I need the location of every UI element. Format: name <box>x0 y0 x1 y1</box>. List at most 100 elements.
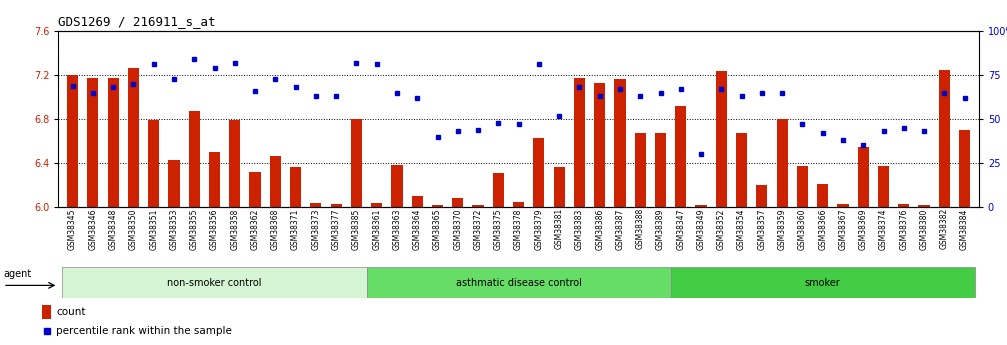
Text: non-smoker control: non-smoker control <box>167 278 262 288</box>
Text: GSM38366: GSM38366 <box>819 208 827 250</box>
Bar <box>230 120 241 207</box>
Bar <box>655 133 666 207</box>
Bar <box>492 173 504 207</box>
Bar <box>270 156 281 207</box>
Bar <box>108 78 119 207</box>
Text: GSM38359: GSM38359 <box>777 208 786 250</box>
Text: GSM38371: GSM38371 <box>291 208 300 249</box>
Text: GSM38349: GSM38349 <box>697 208 706 250</box>
Bar <box>452 198 463 207</box>
Text: GSM38353: GSM38353 <box>169 208 178 250</box>
Text: GSM38384: GSM38384 <box>960 208 969 249</box>
Text: GDS1269 / 216911_s_at: GDS1269 / 216911_s_at <box>58 16 215 29</box>
Bar <box>432 205 443 207</box>
Text: GSM38372: GSM38372 <box>473 208 482 249</box>
Text: GSM38387: GSM38387 <box>615 208 624 249</box>
Bar <box>959 130 970 207</box>
Bar <box>412 196 423 207</box>
Text: GSM38376: GSM38376 <box>899 208 908 250</box>
Bar <box>513 201 525 207</box>
Text: GSM38383: GSM38383 <box>575 208 584 249</box>
Text: GSM38357: GSM38357 <box>757 208 766 250</box>
Text: GSM38380: GSM38380 <box>919 208 928 249</box>
Text: GSM38354: GSM38354 <box>737 208 746 250</box>
Bar <box>736 133 747 207</box>
Bar <box>367 267 671 298</box>
Bar <box>62 267 367 298</box>
Bar <box>574 78 585 207</box>
Bar <box>168 160 179 207</box>
Bar <box>290 167 301 207</box>
Bar <box>42 305 50 319</box>
Bar <box>372 203 383 207</box>
Bar <box>148 120 159 207</box>
Bar <box>128 68 139 207</box>
Text: GSM38388: GSM38388 <box>635 208 644 249</box>
Text: GSM38377: GSM38377 <box>331 208 340 250</box>
Text: agent: agent <box>3 269 31 279</box>
Text: GSM38356: GSM38356 <box>210 208 219 250</box>
Text: GSM38365: GSM38365 <box>433 208 442 250</box>
Bar <box>939 70 950 207</box>
Bar <box>614 79 625 207</box>
Text: GSM38362: GSM38362 <box>251 208 260 249</box>
Bar <box>67 75 79 207</box>
Text: GSM38378: GSM38378 <box>515 208 523 249</box>
Bar <box>776 119 787 207</box>
Bar <box>756 185 767 207</box>
Bar <box>554 167 565 207</box>
Bar <box>350 119 362 207</box>
Text: GSM38369: GSM38369 <box>859 208 868 250</box>
Text: GSM38382: GSM38382 <box>940 208 949 249</box>
Bar <box>817 184 829 207</box>
Text: GSM38379: GSM38379 <box>535 208 544 250</box>
Bar <box>838 204 849 207</box>
Bar <box>472 205 483 207</box>
Bar <box>898 204 909 207</box>
Bar <box>534 138 545 207</box>
Text: GSM38347: GSM38347 <box>677 208 686 250</box>
Bar <box>594 83 605 207</box>
Text: GSM38345: GSM38345 <box>68 208 78 250</box>
Bar <box>634 133 645 207</box>
Text: GSM38381: GSM38381 <box>555 208 564 249</box>
Bar <box>797 166 808 207</box>
Bar <box>250 172 261 207</box>
Text: count: count <box>56 307 86 317</box>
Bar <box>330 204 341 207</box>
Text: smoker: smoker <box>805 278 841 288</box>
Bar <box>88 78 99 207</box>
Text: GSM38370: GSM38370 <box>453 208 462 250</box>
Bar <box>696 205 707 207</box>
Text: GSM38351: GSM38351 <box>149 208 158 249</box>
Bar <box>671 267 975 298</box>
Text: GSM38346: GSM38346 <box>89 208 98 250</box>
Bar <box>878 166 889 207</box>
Text: GSM38368: GSM38368 <box>271 208 280 249</box>
Bar <box>392 165 403 207</box>
Text: GSM38385: GSM38385 <box>351 208 361 249</box>
Text: GSM38367: GSM38367 <box>839 208 848 250</box>
Text: GSM38364: GSM38364 <box>413 208 422 250</box>
Text: GSM38361: GSM38361 <box>373 208 382 249</box>
Bar <box>188 111 199 207</box>
Text: percentile rank within the sample: percentile rank within the sample <box>56 326 232 336</box>
Text: GSM38355: GSM38355 <box>189 208 198 250</box>
Text: GSM38348: GSM38348 <box>109 208 118 249</box>
Text: GSM38358: GSM38358 <box>231 208 240 249</box>
Text: GSM38352: GSM38352 <box>717 208 726 249</box>
Text: GSM38389: GSM38389 <box>656 208 665 249</box>
Bar <box>208 152 221 207</box>
Bar <box>918 205 929 207</box>
Text: GSM38375: GSM38375 <box>493 208 502 250</box>
Text: asthmatic disease control: asthmatic disease control <box>455 278 581 288</box>
Bar <box>676 106 687 207</box>
Bar <box>858 147 869 207</box>
Text: GSM38360: GSM38360 <box>798 208 807 250</box>
Bar <box>310 203 321 207</box>
Bar <box>716 71 727 207</box>
Text: GSM38363: GSM38363 <box>393 208 402 250</box>
Text: GSM38373: GSM38373 <box>311 208 320 250</box>
Text: GSM38350: GSM38350 <box>129 208 138 250</box>
Text: GSM38374: GSM38374 <box>879 208 888 250</box>
